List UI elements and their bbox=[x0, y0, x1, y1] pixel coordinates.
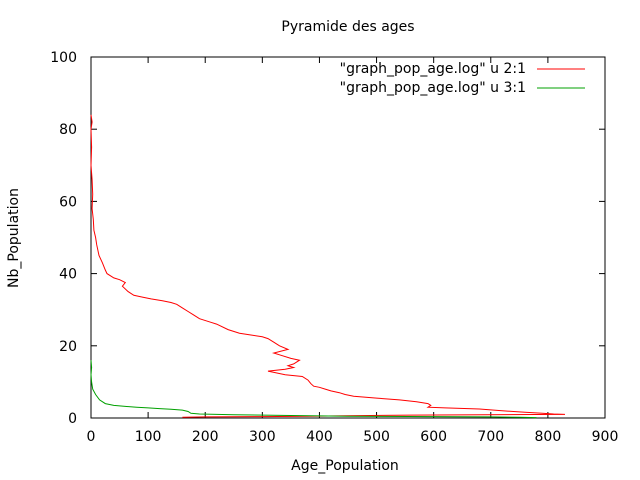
x-tick-label: 900 bbox=[592, 429, 619, 445]
legend: "graph_pop_age.log" u 2:1 "graph_pop_age.… bbox=[340, 61, 585, 96]
plot-axes: 0 100 200 300 400 500 600 700 800 900 0 20 40 60 80 100 bbox=[50, 50, 618, 445]
y-tick-label: 0 bbox=[68, 411, 77, 427]
x-tick-label: 100 bbox=[135, 429, 162, 445]
x-tick-label: 500 bbox=[363, 429, 390, 445]
x-tick-label: 800 bbox=[535, 429, 562, 445]
y-axis-label: Nb_Population bbox=[6, 188, 22, 288]
y-tick-label: 60 bbox=[59, 194, 77, 210]
x-tick-label: 300 bbox=[249, 429, 276, 445]
x-tick-label: 200 bbox=[192, 429, 219, 445]
x-tick-label: 0 bbox=[87, 429, 96, 445]
series-layer bbox=[90, 114, 566, 419]
series-line-2 bbox=[90, 360, 537, 419]
x-tick-label: 700 bbox=[477, 429, 504, 445]
x-axis-label: Age_Population bbox=[291, 458, 399, 474]
x-tick-label: 600 bbox=[420, 429, 447, 445]
legend-label-2: "graph_pop_age.log" u 3:1 bbox=[340, 80, 526, 96]
plot-frame bbox=[90, 56, 606, 419]
y-tick-label: 40 bbox=[59, 267, 77, 283]
y-tick-label: 80 bbox=[59, 122, 77, 138]
x-tick-label: 400 bbox=[306, 429, 333, 445]
chart-title: Pyramide des ages bbox=[281, 19, 414, 35]
y-tick-label: 20 bbox=[59, 339, 77, 355]
y-tick-label: 100 bbox=[50, 50, 77, 66]
legend-label-1: "graph_pop_age.log" u 2:1 bbox=[340, 61, 526, 77]
series-line-1 bbox=[90, 114, 566, 418]
